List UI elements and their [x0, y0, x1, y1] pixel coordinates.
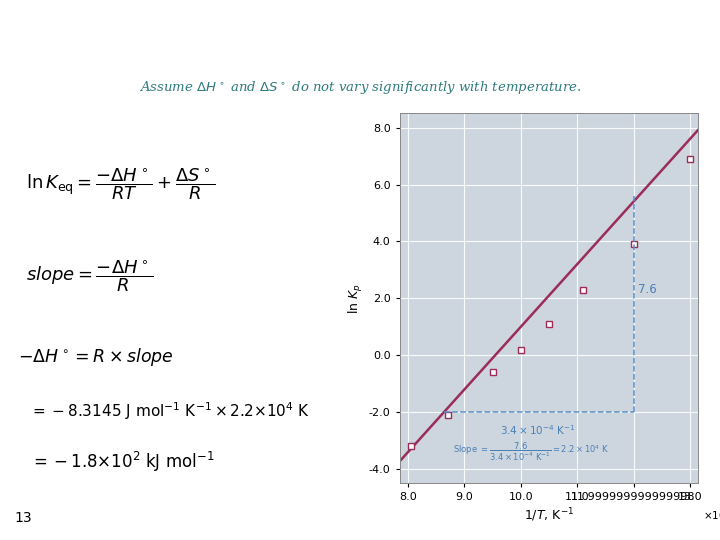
Text: $3.4 \times 10^{-4}\ \mathrm{K}^{-1}$: $3.4 \times 10^{-4}\ \mathrm{K}^{-1}$ [500, 423, 576, 437]
Text: Slope $= \dfrac{7.6}{3.4 \times 10^{-4}\ \mathrm{K}^{-1}} = 2.2 \times 10^4\ \ma: Slope $= \dfrac{7.6}{3.4 \times 10^{-4}\… [453, 441, 609, 463]
Text: $\ln K_{\mathrm{eq}} = \dfrac{-\Delta H^\circ}{RT} + \dfrac{\Delta S^\circ}{R}$: $\ln K_{\mathrm{eq}} = \dfrac{-\Delta H^… [26, 166, 215, 202]
X-axis label: $1/T$, K$^{-1}$: $1/T$, K$^{-1}$ [524, 507, 574, 524]
Text: $= -1.8{\times}10^2\ \mathrm{kJ\ mol^{-1}}$: $= -1.8{\times}10^2\ \mathrm{kJ\ mol^{-1… [30, 450, 214, 474]
Y-axis label: ln $K_p$: ln $K_p$ [346, 283, 364, 314]
Text: $\mathit{slope} = \dfrac{-\Delta H^\circ}{R}$: $\mathit{slope} = \dfrac{-\Delta H^\circ… [26, 259, 153, 294]
Text: $\times 10^{-4}$: $\times 10^{-4}$ [703, 508, 720, 522]
Text: $-\Delta H^\circ = R \times \mathit{slope}$: $-\Delta H^\circ = R \times \mathit{slop… [19, 346, 174, 368]
Text: 13: 13 [14, 511, 32, 525]
Text: Assume $\Delta H^\circ$ and $\Delta S^\circ$ do not vary significantly with temp: Assume $\Delta H^\circ$ and $\Delta S^\c… [139, 79, 581, 96]
Text: 7.6: 7.6 [638, 284, 657, 296]
Text: Temperature Dependence of $K_{\mathrm{eq}}$: Temperature Dependence of $K_{\mathrm{eq… [132, 17, 588, 51]
Text: $= -8.3145\ \mathrm{J\ mol^{-1}\ K^{-1}} \times 2.2{\times}10^4\ \mathrm{K}$: $= -8.3145\ \mathrm{J\ mol^{-1}\ K^{-1}}… [30, 401, 310, 422]
